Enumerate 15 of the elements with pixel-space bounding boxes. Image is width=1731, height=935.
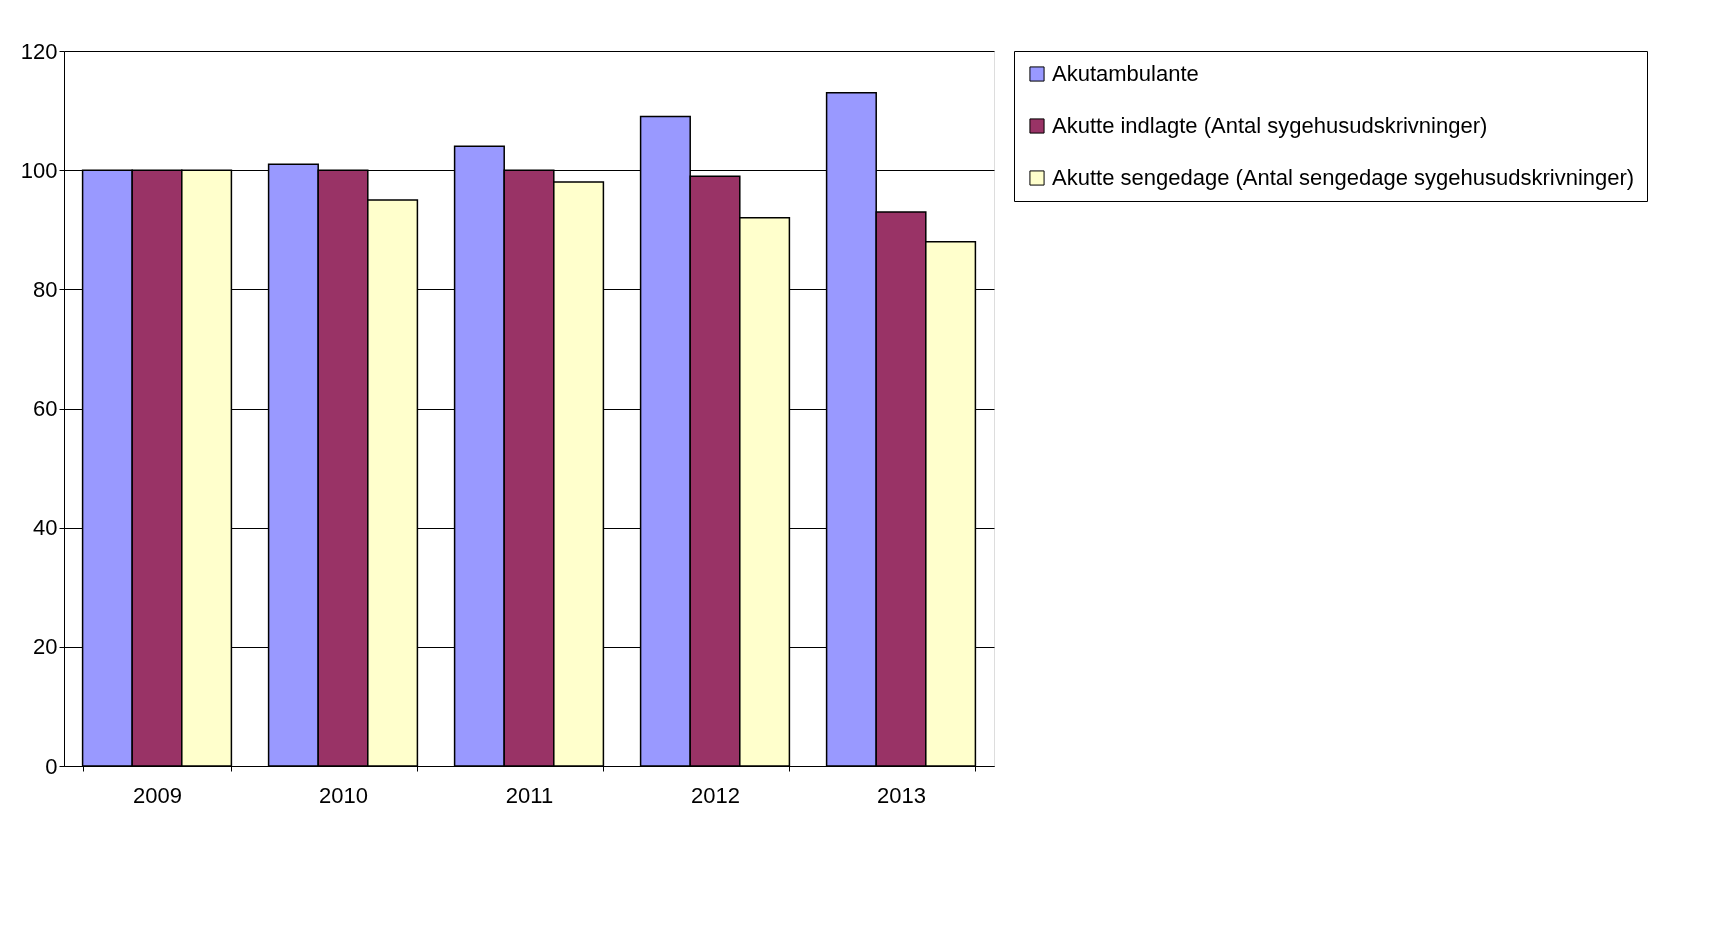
y-tick-label: 100 (20, 157, 58, 183)
x-tick-label: 2013 (877, 782, 926, 808)
y-tick-label: 20 (33, 634, 58, 660)
x-tick-label: 2012 (691, 782, 740, 808)
x-tick-label: 2010 (319, 782, 368, 808)
legend-label: Akutte sengedage (Antal sengedage sygehusudskrivninger) (1052, 165, 1635, 190)
y-tick-label: 120 (20, 38, 58, 64)
y-tick-label: 0 (45, 753, 58, 779)
y-tick-label: 40 (33, 515, 58, 541)
legend-label: Akutte indlagte (Antal sygehusudskrivninger) (1052, 113, 1488, 138)
y-tick-label: 80 (33, 276, 58, 302)
x-tick-label: 2009 (133, 782, 182, 808)
x-tick-label: 2011 (505, 782, 554, 808)
y-tick-label: 60 (33, 396, 58, 421)
legend-label: Akutambulante (1052, 61, 1199, 86)
